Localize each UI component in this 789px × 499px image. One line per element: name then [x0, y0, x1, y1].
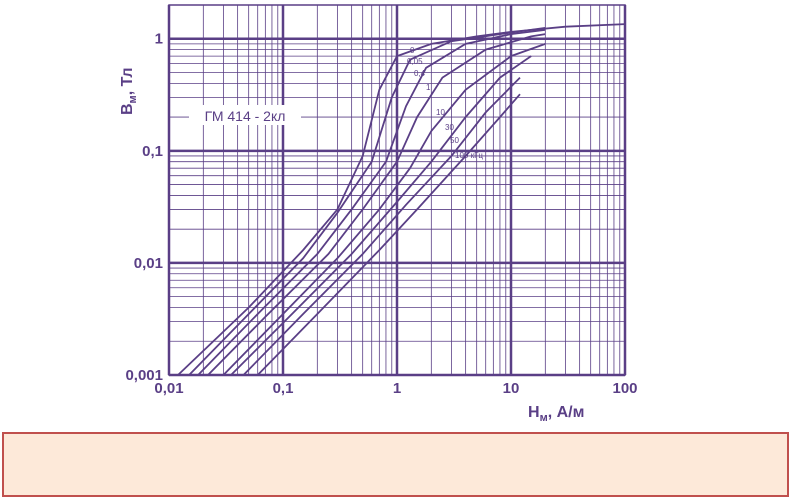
series-line: [207, 33, 546, 376]
x-tick-label: 1: [393, 380, 401, 397]
series-label: 30: [445, 123, 454, 132]
note-box: [2, 432, 789, 497]
axis-label: Bм, Тл: [119, 67, 139, 115]
x-tick-label: 0,1: [273, 380, 294, 397]
series-label: 0,4: [414, 69, 426, 78]
y-tick-label: 1: [155, 31, 163, 48]
axis-label-main: H: [528, 404, 540, 421]
x-tick-label: 0,01: [154, 380, 183, 397]
series-label: 50: [450, 136, 459, 145]
series-line: [257, 93, 521, 376]
y-tick-label: 0,01: [134, 255, 163, 272]
series-label: 100 кГц: [455, 151, 483, 160]
annotation: ГМ 414 - 2кл: [205, 108, 286, 124]
plot-frame: [168, 4, 626, 376]
series-line: [222, 43, 546, 376]
axis-label: Hм, А/м: [528, 404, 584, 424]
y-tick-label: 0,1: [142, 143, 163, 160]
series-label: 1: [426, 83, 431, 92]
series-line: [197, 29, 546, 376]
y-tick-label: 0,001: [125, 367, 163, 384]
series-label: 0: [410, 46, 415, 55]
series-line: [242, 76, 521, 376]
axis-label-main: B: [119, 103, 136, 115]
x-tick-label: 10: [503, 380, 520, 397]
series-line: [230, 55, 532, 376]
annotation-bg: [189, 105, 301, 125]
series-label: 0,05: [407, 57, 423, 66]
x-tick-label: 100: [612, 380, 637, 397]
axis-label-sub: м: [540, 412, 548, 424]
axis-label-rest: , Тл: [119, 67, 136, 95]
series-label: 10: [436, 108, 445, 117]
series-line: [188, 27, 546, 376]
axis-label-sub: м: [127, 95, 139, 103]
axis-label-rest: , А/м: [548, 404, 585, 421]
